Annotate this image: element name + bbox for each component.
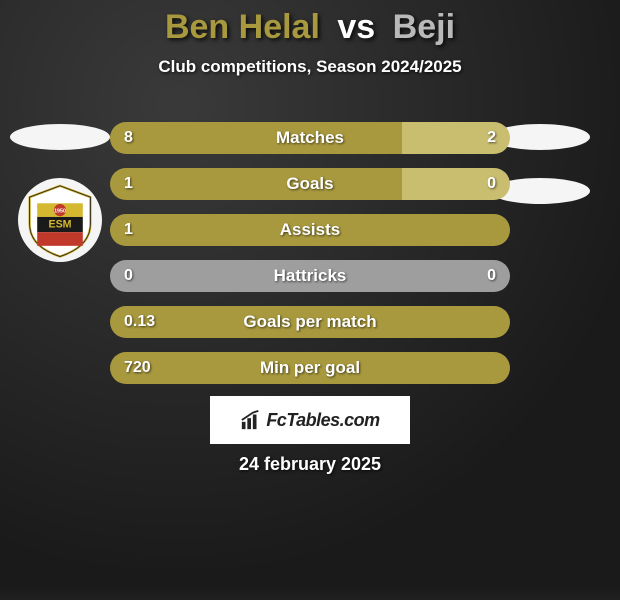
- svg-text:ESM: ESM: [48, 219, 71, 231]
- stat-row: 00Hattricks: [110, 260, 510, 292]
- watermark-text: FcTables.com: [266, 410, 379, 431]
- stat-value-left: 1: [124, 168, 133, 200]
- chart-icon: [240, 409, 262, 431]
- date-text: 24 february 2025: [0, 454, 620, 475]
- stat-bars-container: 82Matches10Goals1Assists00Hattricks0.13G…: [110, 122, 510, 398]
- stat-row: 720Min per goal: [110, 352, 510, 384]
- player1-name: Ben Helal: [165, 8, 320, 46]
- player2-name: Beji: [393, 8, 455, 46]
- stat-bar-left: [110, 122, 402, 154]
- player1-photo-placeholder: [10, 124, 110, 150]
- player1-club-badge: 1950 ESM: [18, 178, 102, 262]
- stat-value-right: 0: [487, 260, 496, 292]
- stat-row: 82Matches: [110, 122, 510, 154]
- subtitle: Club competitions, Season 2024/2025: [0, 57, 620, 77]
- stat-value-left: 0: [124, 260, 133, 292]
- stat-bar-left: [110, 168, 402, 200]
- stat-value-right: 2: [487, 122, 496, 154]
- stat-bar-full: [110, 352, 510, 384]
- stat-bar-full: [110, 214, 510, 246]
- stat-value-left: 0.13: [124, 306, 155, 338]
- stat-bar-full: [110, 306, 510, 338]
- comparison-title: Ben Helal vs Beji: [0, 0, 620, 47]
- stat-row: 10Goals: [110, 168, 510, 200]
- stat-value-left: 8: [124, 122, 133, 154]
- stat-value-left: 720: [124, 352, 151, 384]
- stat-row: 1Assists: [110, 214, 510, 246]
- stat-row: 0.13Goals per match: [110, 306, 510, 338]
- stat-value-left: 1: [124, 214, 133, 246]
- stat-value-right: 0: [487, 168, 496, 200]
- svg-text:1950: 1950: [54, 208, 66, 214]
- watermark: FcTables.com: [210, 396, 410, 444]
- vs-text: vs: [337, 8, 375, 46]
- stat-bar-full: [110, 260, 510, 292]
- esm-badge-icon: 1950 ESM: [22, 182, 98, 258]
